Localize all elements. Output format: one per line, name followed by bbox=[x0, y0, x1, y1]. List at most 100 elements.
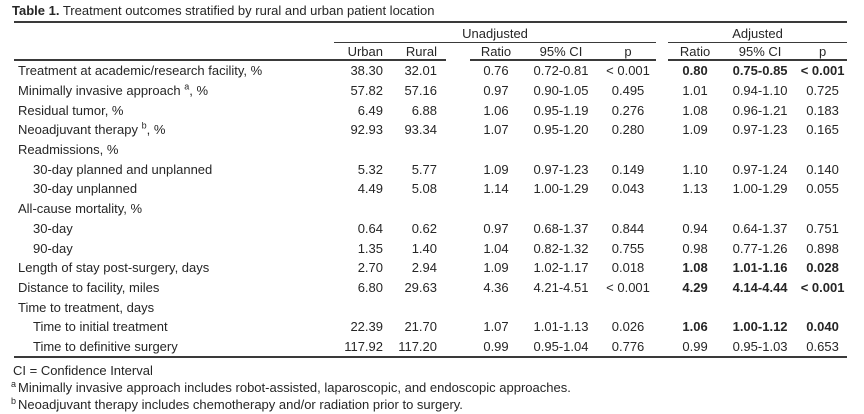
cell-a-p: 0.183 bbox=[806, 102, 839, 118]
row-label: 30-day planned and unplanned bbox=[33, 161, 213, 177]
cell-u-ratio: 1.09 bbox=[483, 161, 509, 177]
cell-urban bbox=[334, 140, 384, 160]
stub-header-cell bbox=[14, 42, 334, 61]
footnote-text: Neoadjuvant therapy includes chemotherap… bbox=[18, 397, 463, 413]
cell-u-ci: 0.95-1.20 bbox=[533, 122, 589, 138]
stub-header-cell bbox=[14, 22, 334, 43]
cell-u-p: 0.026 bbox=[611, 319, 645, 335]
cell-u-ratio bbox=[470, 297, 522, 317]
col-header-ratio-unadjusted: Ratio bbox=[470, 42, 522, 61]
table-footnotes: CI = Confidence Interval a Minimally inva… bbox=[11, 362, 864, 413]
cell-urban: 5.32 bbox=[357, 161, 383, 177]
cell-urban bbox=[334, 199, 384, 219]
cell-rural bbox=[384, 140, 446, 160]
cell-a-ratio: 4.29 bbox=[682, 279, 708, 295]
cell-a-ratio: 0.80 bbox=[682, 63, 708, 79]
cell-a-ci: 4.14-4.44 bbox=[732, 279, 788, 295]
gap-cell bbox=[446, 219, 470, 239]
col-header-ratio-adjusted: Ratio bbox=[668, 42, 723, 61]
cell-a-ratio bbox=[668, 140, 722, 160]
footnote-ci-definition: CI = Confidence Interval bbox=[11, 362, 864, 379]
cell-a-p: 0.751 bbox=[806, 220, 839, 236]
cell-u-ci bbox=[522, 297, 600, 317]
gap-cell bbox=[446, 60, 470, 81]
cell-u-ci: 0.82-1.32 bbox=[533, 240, 589, 256]
cell-a-p: 0.653 bbox=[798, 336, 848, 359]
table-row: Length of stay post-surgery, days 2.70 2.9… bbox=[14, 258, 847, 278]
row-label: Distance to facility, miles bbox=[18, 279, 160, 295]
table-title-text: Treatment outcomes stratified by rural a… bbox=[59, 3, 435, 18]
cell-urban: 117.92 bbox=[334, 336, 384, 359]
cell-a-p: < 0.001 bbox=[800, 63, 845, 79]
row-label: Residual tumor, % bbox=[18, 102, 124, 118]
cell-u-p: 0.276 bbox=[611, 102, 645, 118]
cell-a-p: 0.040 bbox=[806, 319, 839, 335]
footnote-text: Minimally invasive approach includes rob… bbox=[18, 380, 571, 396]
cell-u-p: 0.280 bbox=[611, 122, 645, 138]
cell-u-p: 0.043 bbox=[611, 181, 645, 197]
footnote-text: CI = Confidence Interval bbox=[13, 363, 153, 379]
cell-a-ci: 1.00-1.29 bbox=[732, 181, 788, 197]
table-row: Neoadjuvant therapy b, % 92.93 93.34 1.07 0.… bbox=[14, 120, 847, 140]
cell-u-ratio: 0.99 bbox=[470, 336, 522, 359]
cell-u-p: 0.018 bbox=[611, 260, 645, 276]
cell-u-ratio: 1.14 bbox=[483, 181, 509, 197]
cell-urban: 57.82 bbox=[350, 83, 383, 99]
cell-urban: 0.64 bbox=[357, 220, 383, 236]
cell-a-p: 0.165 bbox=[806, 122, 839, 138]
row-label: Readmissions, % bbox=[18, 142, 119, 158]
footnote-marker: a bbox=[11, 378, 17, 389]
cell-a-p bbox=[798, 199, 847, 219]
gap-cell bbox=[656, 120, 668, 140]
gap-cell bbox=[446, 120, 470, 140]
gap-cell bbox=[656, 22, 668, 43]
cell-a-ratio bbox=[668, 199, 722, 219]
gap-cell bbox=[656, 81, 668, 101]
gap-cell bbox=[656, 100, 668, 120]
cell-u-p: 0.149 bbox=[611, 161, 645, 177]
row-label: 30-day bbox=[33, 220, 73, 236]
gap-cell bbox=[446, 43, 470, 61]
footnote-marker: b bbox=[11, 395, 17, 406]
table-row: 30-day planned and unplanned 5.32 5.77 1.09… bbox=[14, 159, 847, 179]
gap-cell bbox=[656, 219, 668, 239]
cell-urban: 22.39 bbox=[350, 319, 383, 335]
cell-u-ratio: 1.07 bbox=[483, 122, 509, 138]
cell-urban: 6.80 bbox=[357, 279, 383, 295]
cell-rural: 1.40 bbox=[411, 240, 437, 256]
row-label: All-cause mortality, % bbox=[18, 201, 143, 217]
column-group-adjusted: Adjusted bbox=[668, 22, 848, 43]
cell-u-ratio: 0.76 bbox=[483, 63, 509, 79]
cell-u-p: 0.495 bbox=[611, 83, 645, 99]
gap-cell bbox=[446, 199, 470, 219]
cell-u-ci: 4.21-4.51 bbox=[533, 279, 589, 295]
cell-a-ratio: 1.08 bbox=[682, 260, 708, 276]
cell-a-ci: 0.95-1.03 bbox=[722, 336, 799, 359]
cell-u-ratio: 1.07 bbox=[483, 319, 509, 335]
cell-u-ratio: 1.04 bbox=[483, 240, 509, 256]
section-row: All-cause mortality, % bbox=[14, 199, 847, 219]
cell-urban: 1.35 bbox=[357, 240, 383, 256]
cell-a-ci: 0.97-1.23 bbox=[732, 122, 788, 138]
cell-u-ci: 0.95-1.19 bbox=[533, 102, 589, 118]
cell-u-ci: 0.90-1.05 bbox=[533, 83, 589, 99]
cell-rural: 2.94 bbox=[411, 260, 437, 276]
cell-rural bbox=[384, 297, 446, 317]
cell-a-ci: 0.97-1.24 bbox=[732, 161, 788, 177]
cell-a-p: 0.140 bbox=[806, 161, 839, 177]
cell-a-ci bbox=[722, 140, 798, 160]
column-header-row: Urban Rural Ratio 95% CI p Ratio 95% CI … bbox=[14, 42, 848, 61]
cell-rural: 0.62 bbox=[411, 220, 437, 236]
gap-cell bbox=[656, 278, 668, 298]
cell-a-ratio: 0.98 bbox=[682, 240, 708, 256]
col-header-p-unadjusted: p bbox=[600, 42, 657, 61]
cell-a-p bbox=[798, 140, 847, 160]
cell-rural: 117.20 bbox=[384, 336, 446, 359]
outcomes-table: Unadjusted Adjusted Urban Rural Ratio 95… bbox=[14, 21, 848, 359]
gap-cell bbox=[656, 238, 668, 258]
gap-cell bbox=[656, 159, 668, 179]
cell-u-p: < 0.001 bbox=[606, 279, 650, 295]
cell-a-ratio: 1.09 bbox=[682, 122, 708, 138]
gap-cell bbox=[656, 140, 668, 160]
gap-cell bbox=[656, 199, 668, 219]
